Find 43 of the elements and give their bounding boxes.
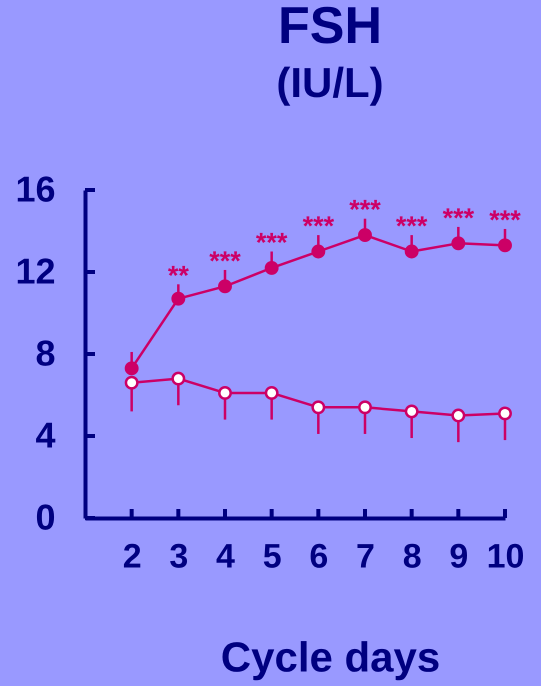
point xyxy=(124,361,139,376)
x-tick-label: 9 xyxy=(449,538,468,576)
annotation: *** xyxy=(489,204,522,235)
point xyxy=(171,372,186,386)
annotation: *** xyxy=(209,246,242,276)
y-tick-label: 0 xyxy=(35,496,56,538)
point xyxy=(311,400,326,414)
point xyxy=(404,404,419,418)
annotation: *** xyxy=(302,211,335,242)
point xyxy=(498,406,512,420)
point xyxy=(264,260,279,275)
point xyxy=(311,244,326,258)
point xyxy=(451,408,466,422)
point xyxy=(218,279,232,294)
chart-title: FSH xyxy=(278,0,382,55)
x-tick-label: 7 xyxy=(356,538,375,576)
point xyxy=(124,376,139,390)
x-tick-label: 6 xyxy=(309,538,328,576)
x-tick-label: 4 xyxy=(216,538,236,576)
y-tick-label: 16 xyxy=(15,168,56,210)
annotation: *** xyxy=(256,228,288,258)
point xyxy=(358,400,372,414)
point xyxy=(404,244,419,258)
chart-subtitle: (IU/L) xyxy=(276,59,384,106)
point xyxy=(218,386,232,400)
x-tick-label: 10 xyxy=(486,538,524,576)
y-tick-label: 8 xyxy=(35,332,56,374)
point xyxy=(358,228,372,242)
x-axis-title: Cycle days xyxy=(220,634,440,680)
y-tick-label: 4 xyxy=(35,414,56,456)
point xyxy=(451,236,466,250)
x-tick-label: 3 xyxy=(169,538,188,576)
x-tick-label: 5 xyxy=(262,538,282,576)
annotation: ** xyxy=(168,260,190,290)
annotation: *** xyxy=(349,194,382,225)
point xyxy=(264,386,279,400)
point xyxy=(498,238,512,252)
y-tick-label: 12 xyxy=(15,250,56,292)
annotation: *** xyxy=(396,211,428,242)
x-tick-label: 2 xyxy=(122,538,142,576)
x-tick-label: 8 xyxy=(402,538,422,576)
annotation: *** xyxy=(442,202,475,233)
point xyxy=(171,292,186,306)
